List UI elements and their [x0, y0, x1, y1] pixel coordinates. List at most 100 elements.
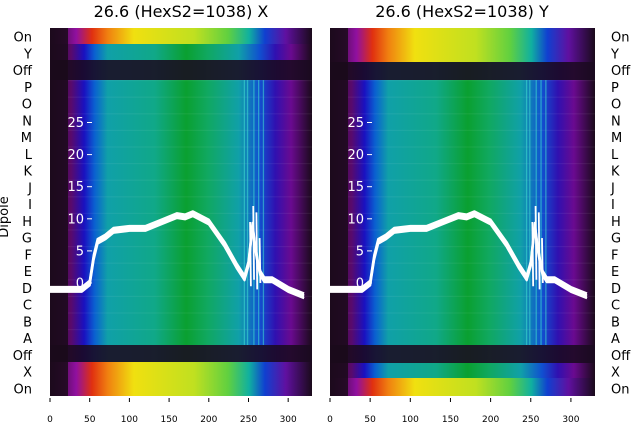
heatmap-body [330, 28, 595, 396]
row-stripe [68, 96, 312, 98]
row-label: J [610, 181, 615, 196]
vertical-streak [525, 80, 528, 345]
row-label: O [611, 98, 621, 113]
row-label: I [611, 198, 615, 213]
row-label: O [22, 98, 32, 113]
vertical-streak [243, 80, 246, 345]
row-label: J [27, 181, 32, 196]
row-label: M [611, 131, 622, 146]
left-dark-strip [330, 28, 348, 396]
row-label: D [611, 282, 621, 297]
row-stripe [348, 196, 595, 198]
waveform-spike [255, 212, 259, 290]
on-band-bottom [330, 378, 595, 396]
row-label: K [23, 165, 32, 180]
row-stripe [68, 262, 312, 264]
xtick-label: 100 [402, 415, 419, 425]
off-band-top [50, 60, 312, 80]
panel-y: 26.6 (HexS2=1038) Y OnYOffPONMLKJIHGFEDC… [327, 2, 631, 425]
vertical-streak [258, 80, 260, 345]
row-label: C [23, 299, 32, 314]
row-stripe [348, 129, 595, 131]
waveform-spike [537, 212, 541, 290]
row-stripe [68, 146, 312, 148]
row-stripe [68, 80, 312, 82]
waveform-spike [249, 221, 252, 287]
panel-y-waveform [330, 205, 588, 300]
panel-y-bands [330, 28, 595, 396]
on-band-bottom [50, 362, 312, 396]
row-label: G [22, 232, 32, 247]
row-stripe [68, 329, 312, 331]
row-label: K [611, 165, 620, 180]
row-stripe [348, 229, 595, 231]
ytick-label: 5 [356, 244, 364, 259]
panel-y-xticks: 0 50 100 150 200 250 300 [327, 398, 580, 425]
waveform-spike [531, 221, 535, 287]
row-label: B [23, 315, 32, 330]
ytick-label: 15 [347, 180, 364, 195]
row-label: H [22, 215, 32, 230]
ytick-label: 25 [347, 116, 364, 131]
row-label: D [22, 282, 32, 297]
xtick-label: 0 [327, 415, 333, 425]
off-band-top [330, 60, 595, 80]
row-stripe [348, 179, 595, 181]
vertical-streak [545, 80, 547, 345]
row-stripe [68, 163, 312, 165]
row-label: N [22, 114, 32, 129]
row-stripe [68, 129, 312, 131]
row-label: C [611, 299, 620, 314]
row-label: N [611, 114, 621, 129]
xtick-label: 50 [84, 415, 96, 425]
y-axis-label: Dipole [0, 196, 12, 237]
row-label: B [611, 315, 620, 330]
panel-x-xticks: 0 50 100 150 200 250 300 [47, 398, 297, 425]
row-label: P [611, 81, 619, 96]
row-stripe [348, 246, 595, 248]
waveform-spike [258, 238, 262, 284]
on-band-top [50, 28, 312, 44]
row-label: Y [23, 47, 32, 62]
row-stripe [348, 96, 595, 98]
xtick-label: 200 [482, 415, 499, 425]
row-stripe [348, 279, 595, 281]
xtick-label: 250 [240, 415, 257, 425]
vertical-streak [262, 80, 265, 345]
ytick-label: 10 [347, 212, 364, 227]
row-stripe [68, 113, 312, 115]
row-label: E [611, 265, 619, 280]
xtick-label: 150 [442, 415, 459, 425]
row-label: On [14, 382, 32, 397]
off-band-bottom [50, 345, 312, 363]
waveform-spike [534, 205, 538, 280]
panel-x-yticks: 0 5 10 15 20 25 [67, 116, 92, 292]
row-stripe [68, 229, 312, 231]
row-label: A [611, 332, 620, 347]
row-stripe [68, 179, 312, 181]
row-stripe [348, 113, 595, 115]
row-label: G [611, 232, 621, 247]
ytick-label: 20 [67, 148, 84, 163]
vertical-streak [529, 80, 531, 345]
row-label: M [21, 131, 32, 146]
ytick-label: 25 [67, 116, 84, 131]
row-label: Off [13, 349, 33, 364]
row-stripe [348, 262, 595, 264]
xtick-label: 200 [200, 415, 217, 425]
ytick-label: 0 [356, 277, 364, 292]
xtick-label: 300 [280, 415, 297, 425]
row-stripe [68, 246, 312, 248]
xtick-label: 50 [364, 415, 376, 425]
row-stripe [68, 196, 312, 198]
row-label: H [611, 215, 621, 230]
xtick-label: 300 [562, 415, 579, 425]
row-stripe [348, 163, 595, 165]
row-label: X [611, 366, 620, 381]
row-label: On [14, 31, 32, 46]
row-stripe [68, 312, 312, 314]
row-stripe [348, 146, 595, 148]
vertical-streak [540, 80, 542, 345]
off-band-bottom [330, 345, 595, 363]
